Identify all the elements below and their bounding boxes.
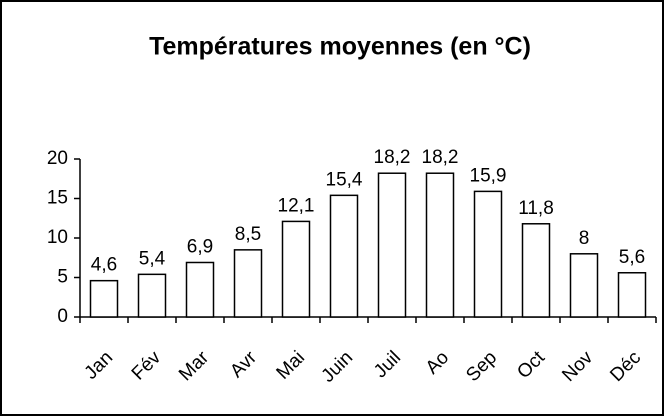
bar <box>137 273 167 318</box>
value-label: 18,2 <box>422 147 459 168</box>
value-label: 6,9 <box>187 237 213 258</box>
y-tick-label: 5 <box>57 267 68 288</box>
bar <box>521 223 551 318</box>
bar <box>89 279 119 318</box>
value-label: 18,2 <box>374 147 411 168</box>
y-tick-label: 0 <box>57 306 68 327</box>
bar <box>377 172 407 318</box>
value-label: 11,8 <box>518 198 554 219</box>
y-tick-label: 10 <box>47 227 68 248</box>
y-tick-label: 15 <box>47 188 68 209</box>
value-label: 4,6 <box>91 255 117 276</box>
bar <box>185 261 215 318</box>
bar <box>569 253 599 318</box>
value-label: 8 <box>579 228 590 249</box>
value-label: 8,5 <box>235 224 261 245</box>
chart-title: Températures moyennes (en °C) <box>149 33 531 61</box>
y-tick-label: 20 <box>47 148 68 169</box>
value-label: 15,9 <box>470 165 507 186</box>
bar <box>617 272 647 318</box>
value-label: 5,4 <box>139 248 166 269</box>
value-label: 15,4 <box>326 169 363 190</box>
bar <box>473 190 503 318</box>
bar <box>281 220 311 318</box>
value-label: 5,6 <box>619 247 645 268</box>
value-label: 12,1 <box>278 195 315 216</box>
bar <box>425 172 455 318</box>
bar <box>233 249 263 318</box>
bar <box>329 194 359 318</box>
